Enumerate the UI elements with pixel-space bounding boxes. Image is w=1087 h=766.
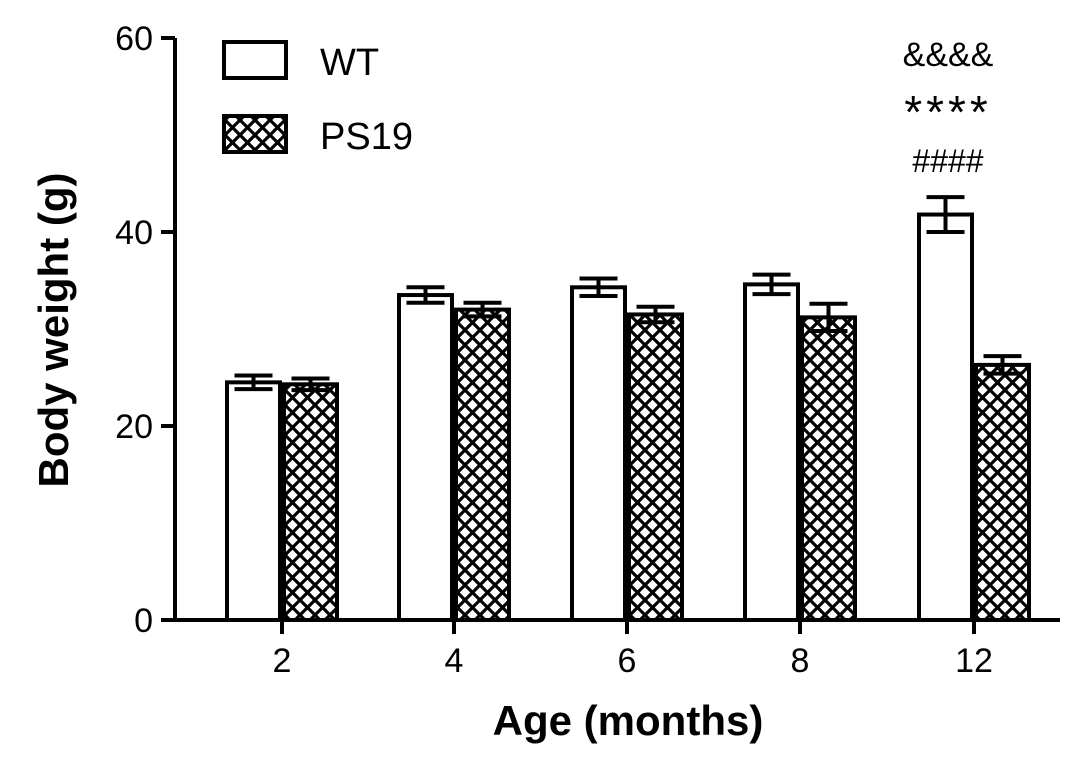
bar-wt-4 [397,293,454,622]
y-tick-label: 0 [134,602,153,640]
x-tick-label: 4 [445,642,464,680]
bar-wt-6 [570,285,627,622]
x-tick-label: 6 [618,642,637,680]
legend-label-wt: WT [320,42,379,84]
bar-ps19-2 [282,382,339,623]
bar-wt-8 [743,282,800,622]
y-tick-label: 40 [115,214,153,252]
legend-swatch-ps19 [222,114,288,154]
bar-ps19-12 [974,362,1031,623]
annotation-hashes: #### [912,143,983,179]
x-tick-label: 12 [955,642,993,680]
y-tick-label: 20 [115,408,153,446]
bar-ps19-4 [454,307,511,622]
bar-ps19-6 [627,312,684,622]
legend: WT PS19 [222,40,413,158]
annotation-asterisks: **** [904,86,992,138]
x-tick-label: 8 [791,642,810,680]
bar-wt-12 [917,212,974,622]
legend-swatch-wt [222,40,288,80]
y-axis-title: Body weight (g) [30,173,77,488]
x-axis-title: Age (months) [493,697,764,744]
significance-annotations: &&&& **** #### [903,36,994,179]
legend-label-ps19: PS19 [320,116,413,158]
bar-ps19-8 [800,315,857,622]
y-tick-label: 60 [115,20,153,58]
annotation-ampersands: &&&& [903,36,994,74]
bar-wt-2 [225,380,282,622]
x-tick-label: 2 [273,642,292,680]
